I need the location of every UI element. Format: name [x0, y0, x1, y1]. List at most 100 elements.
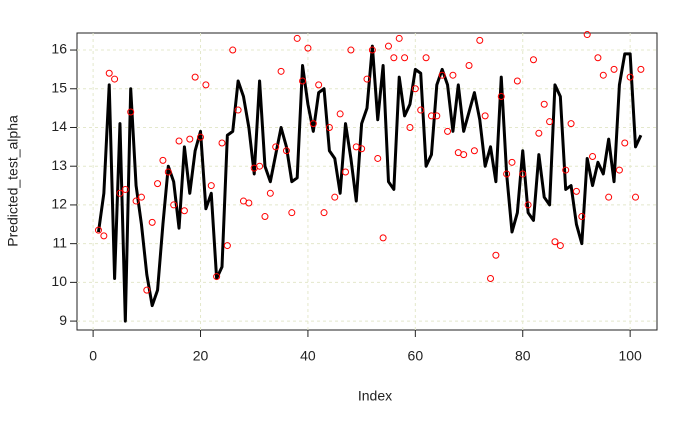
data-point — [331, 193, 339, 201]
data-point — [325, 123, 333, 131]
x-tick-label: 40 — [300, 348, 316, 364]
data-point — [492, 251, 500, 259]
data-point — [170, 201, 178, 209]
data-point — [223, 242, 231, 250]
data-point — [148, 218, 156, 226]
data-point — [422, 54, 430, 62]
data-point — [401, 54, 409, 62]
data-point — [508, 158, 516, 166]
data-point — [470, 147, 478, 155]
data-point — [615, 166, 623, 174]
data-point — [599, 71, 607, 79]
y-tick-label: 11 — [52, 234, 67, 250]
data-point — [427, 112, 435, 120]
data-point — [218, 139, 226, 147]
data-point — [384, 42, 392, 50]
data-point — [632, 193, 640, 201]
series-line — [96, 44, 643, 323]
data-point — [411, 85, 419, 93]
data-point — [567, 120, 575, 128]
data-point — [374, 154, 382, 162]
data-point — [266, 189, 274, 197]
data-point — [137, 193, 145, 201]
data-point — [315, 81, 323, 89]
data-point — [460, 151, 468, 159]
data-point — [234, 106, 242, 114]
data-point — [487, 274, 495, 282]
data-point — [277, 67, 285, 75]
data-point — [191, 73, 199, 81]
data-point — [444, 127, 452, 135]
data-point — [519, 170, 527, 178]
data-point — [433, 112, 441, 120]
data-point — [449, 71, 457, 79]
data-point — [589, 153, 597, 161]
data-point — [535, 129, 543, 137]
x-tick-label: 20 — [193, 348, 209, 364]
plot-box — [76, 32, 658, 331]
data-point — [229, 46, 237, 54]
data-point — [540, 100, 548, 108]
data-point — [395, 34, 403, 42]
data-point — [562, 166, 570, 174]
data-point — [465, 62, 473, 70]
data-point — [368, 46, 376, 54]
x-tick-label: 0 — [89, 348, 97, 364]
data-point — [282, 147, 290, 155]
data-point — [293, 34, 301, 42]
data-point — [143, 286, 151, 294]
data-point — [358, 145, 366, 153]
data-point — [626, 73, 634, 81]
data-point — [94, 226, 102, 234]
y-tick-label: 10 — [51, 273, 67, 289]
x-tick-label: 100 — [618, 348, 642, 364]
data-point — [127, 108, 135, 116]
data-point — [524, 201, 532, 209]
data-point — [336, 110, 344, 118]
x-axis-label: Index — [358, 388, 392, 404]
y-tick-label: 9 — [59, 312, 67, 328]
data-point — [481, 112, 489, 120]
data-point — [197, 133, 205, 141]
data-point — [207, 182, 215, 190]
x-tick-label: 80 — [515, 348, 531, 364]
data-point — [610, 65, 618, 73]
y-axis-label: Predicted_test_alpha — [5, 115, 21, 247]
data-point — [572, 187, 580, 195]
data-point — [347, 46, 355, 54]
data-point — [175, 137, 183, 145]
data-point — [132, 197, 140, 205]
data-point — [299, 77, 307, 85]
y-tick-label: 13 — [51, 157, 67, 173]
data-point — [121, 185, 129, 193]
data-point — [529, 56, 537, 64]
data-point — [546, 118, 554, 126]
data-point — [202, 81, 210, 89]
data-point — [342, 168, 350, 176]
data-point — [406, 123, 414, 131]
data-point — [513, 77, 521, 85]
data-point — [116, 189, 124, 197]
data-point — [637, 65, 645, 73]
data-point — [256, 162, 264, 170]
data-point — [111, 75, 119, 83]
data-point — [164, 168, 172, 176]
data-point — [105, 69, 113, 77]
data-point — [100, 232, 108, 240]
data-point — [261, 213, 269, 221]
x-tick-label: 60 — [408, 348, 424, 364]
y-tick-label: 12 — [51, 196, 67, 212]
y-tick-label: 16 — [51, 41, 67, 57]
data-point — [497, 93, 505, 101]
data-point — [605, 193, 613, 201]
data-point — [583, 31, 591, 39]
data-point — [556, 242, 564, 250]
data-point — [309, 120, 317, 128]
data-point — [272, 143, 280, 151]
data-point — [438, 71, 446, 79]
data-point — [304, 44, 312, 52]
data-point — [154, 180, 162, 188]
data-point — [621, 139, 629, 147]
data-point — [180, 207, 188, 215]
